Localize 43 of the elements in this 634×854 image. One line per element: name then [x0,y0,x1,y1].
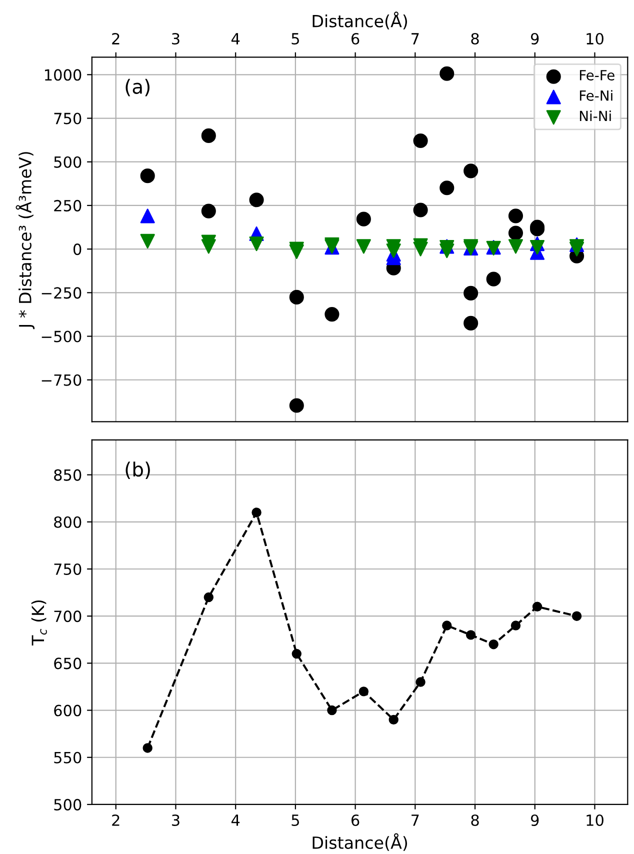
y-tick-label: 1000 [45,69,82,81]
legend-label: Fe-Ni [580,90,612,101]
y-tick-label: 850 [54,469,82,481]
x-tick-label: 10 [586,32,604,45]
x-tick-label: 8 [471,32,479,45]
x-tick-label: 3 [172,814,180,826]
x-tick-label: 6 [352,814,360,826]
y-tick-label: −500 [42,330,82,342]
x-tick-label: 10 [586,814,604,826]
y-tick-label: 550 [54,752,82,764]
x-tick-label: 7 [412,814,419,826]
x-tick-label: 2 [112,814,120,826]
x-tick-label: 5 [292,814,299,826]
y-tick-label: 750 [54,563,82,576]
y-tick-label: 250 [54,200,82,212]
y-tick-label: 700 [54,610,82,622]
x-tick-label: 4 [231,33,240,44]
y-tick-label: 750 [54,112,82,124]
annotation: (b) [126,462,150,479]
y-tick-label: 500 [54,156,82,168]
x-tick-label: 7 [412,33,419,44]
x-tick-label: 9 [530,32,539,45]
x-tick-label: 5 [292,33,299,45]
legend-label: Ni-Ni [580,110,611,122]
annotation: (a) [126,78,150,96]
legend-label: Fe-Fe [580,70,614,80]
x-tick-label: 3 [172,32,180,45]
y-tick-label: 650 [54,658,82,670]
y-axis-title: T$_{c}$ (K) [31,600,47,646]
y-tick-label: 600 [54,704,82,716]
x-tick-label: 9 [530,814,539,826]
x-axis-title: Distance(Å) [312,833,408,851]
y-tick-label: −250 [42,287,82,299]
y-tick-label: −750 [42,374,82,386]
y-tick-label: 0 [73,244,82,256]
x-tick-label: 6 [352,32,360,45]
x-tick-label: 8 [471,814,479,826]
x-tick-label: 4 [231,814,240,826]
y-tick-label: 800 [54,516,82,528]
y-tick-label: 500 [54,798,82,810]
x-tick-label: 2 [112,32,120,44]
x-axis-title: Distance(Å) [312,12,408,30]
y-axis-title: J * Distance³ (Å³meV) [16,152,35,330]
